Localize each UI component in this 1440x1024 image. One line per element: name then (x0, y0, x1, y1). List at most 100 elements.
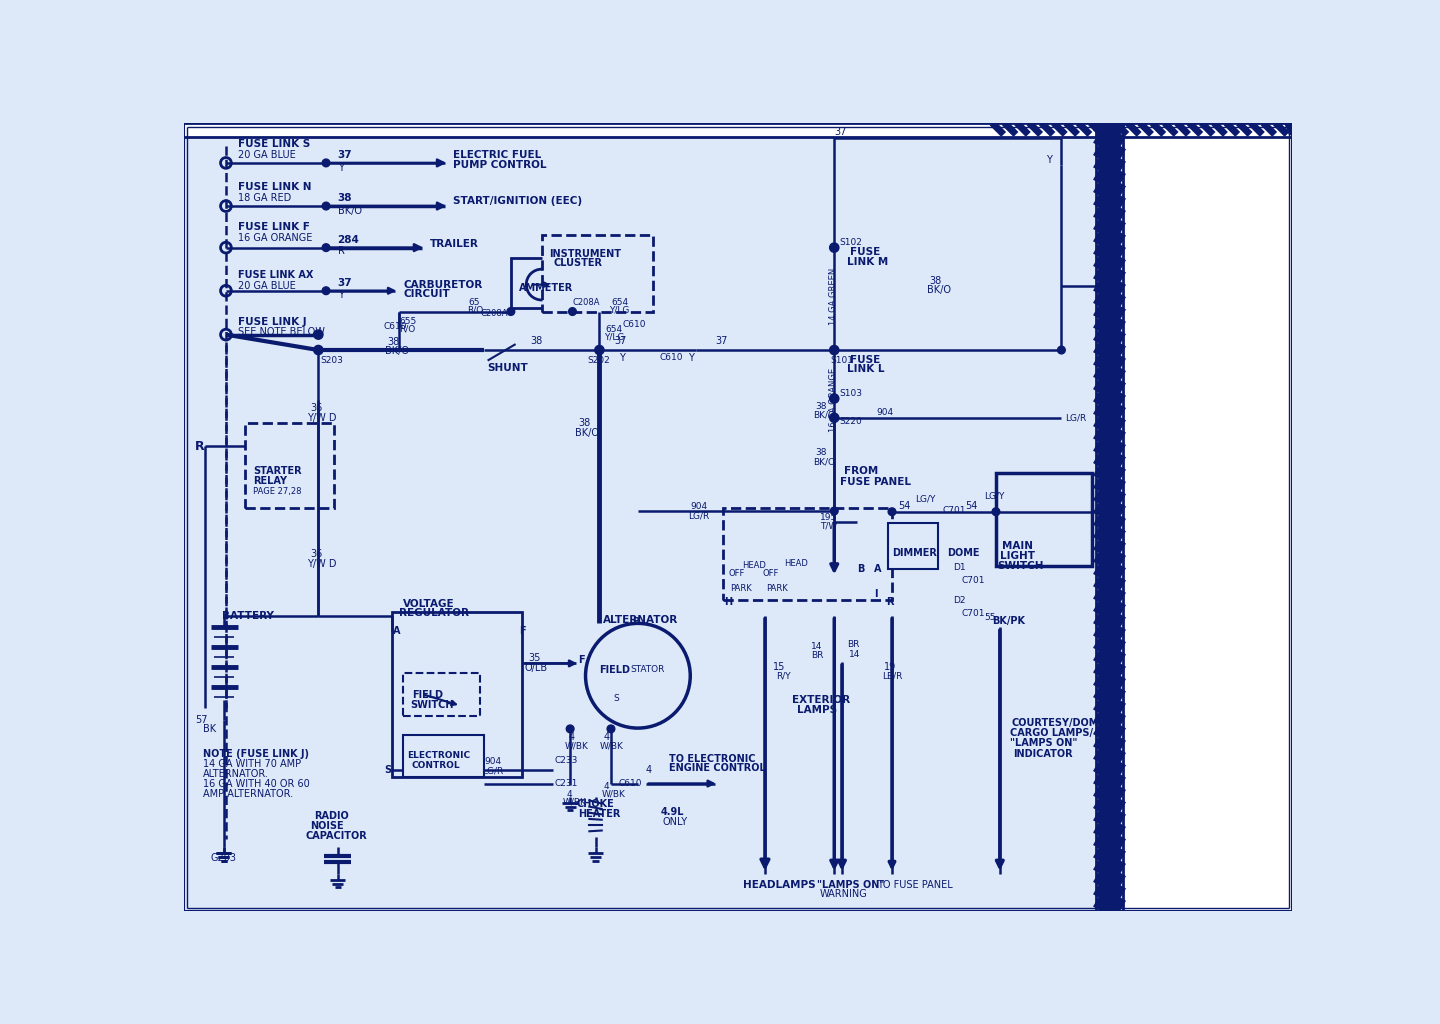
Text: 37: 37 (337, 279, 353, 288)
Text: C610: C610 (660, 353, 683, 362)
Text: W/BK: W/BK (564, 741, 589, 751)
Text: CARGO LAMPS/: CARGO LAMPS/ (1009, 728, 1093, 738)
Text: S203: S203 (321, 355, 344, 365)
Text: 16 GA WITH 40 OR 60: 16 GA WITH 40 OR 60 (203, 779, 310, 790)
Text: EXTERIOR: EXTERIOR (792, 695, 850, 706)
Circle shape (569, 307, 576, 315)
Text: FUSE LINK J: FUSE LINK J (238, 316, 307, 327)
Text: CAPACITOR: CAPACITOR (305, 830, 367, 841)
Text: CIRCUIT: CIRCUIT (403, 289, 449, 299)
Text: FIELD: FIELD (599, 665, 631, 675)
Text: WARNING: WARNING (819, 890, 867, 899)
Text: BATTERY: BATTERY (222, 610, 274, 621)
Text: H: H (724, 597, 733, 607)
Text: A: A (874, 564, 881, 574)
Text: DOME: DOME (948, 548, 981, 557)
Text: 654: 654 (611, 298, 628, 307)
Text: S: S (613, 694, 619, 703)
Circle shape (507, 307, 514, 315)
Text: CARBURETOR: CARBURETOR (403, 280, 482, 290)
Text: FIELD: FIELD (412, 690, 444, 700)
Text: RELAY: RELAY (253, 476, 287, 486)
Text: C233: C233 (554, 756, 577, 765)
Text: FUSE PANEL: FUSE PANEL (840, 477, 910, 486)
Text: CONTROL: CONTROL (412, 761, 461, 770)
Text: ALTERNATOR.: ALTERNATOR. (203, 769, 269, 779)
Text: ELECTRONIC: ELECTRONIC (408, 752, 469, 760)
Text: FUSE: FUSE (850, 247, 880, 257)
Text: SEE NOTE BELOW: SEE NOTE BELOW (238, 328, 324, 337)
Text: HEAD: HEAD (785, 559, 808, 568)
Text: Y/W D: Y/W D (307, 559, 337, 569)
Circle shape (829, 243, 840, 252)
Bar (1123, 123, 1293, 911)
Text: S103: S103 (840, 389, 863, 397)
Text: 38: 38 (815, 401, 827, 411)
Text: 36: 36 (311, 549, 323, 559)
Text: T/W: T/W (821, 522, 838, 530)
Text: 284: 284 (337, 234, 360, 245)
Text: C701: C701 (962, 609, 985, 617)
Text: R: R (337, 247, 344, 256)
Bar (184, 121, 1293, 137)
Text: Y: Y (688, 352, 694, 362)
Text: S202: S202 (588, 355, 611, 365)
Text: AMMETER: AMMETER (518, 284, 573, 294)
Text: LG/Y: LG/Y (985, 492, 1005, 500)
Circle shape (323, 287, 330, 295)
Text: HEAD: HEAD (743, 561, 766, 570)
Text: LINK L: LINK L (847, 365, 884, 375)
Circle shape (608, 725, 615, 733)
Text: D1: D1 (953, 563, 966, 572)
Text: 904: 904 (690, 502, 707, 511)
Text: LINK M: LINK M (847, 257, 888, 267)
Text: HEADLAMPS: HEADLAMPS (743, 881, 815, 890)
Circle shape (1057, 346, 1066, 354)
Text: LG/Y: LG/Y (914, 495, 936, 503)
Text: 54: 54 (965, 502, 978, 511)
Text: COURTESY/DOME: COURTESY/DOME (1011, 719, 1106, 728)
Text: FUSE LINK N: FUSE LINK N (238, 182, 311, 191)
Text: BK/O: BK/O (337, 206, 361, 216)
Text: O/LB: O/LB (524, 664, 547, 673)
Text: 37: 37 (714, 336, 727, 346)
Text: FUSE LINK AX: FUSE LINK AX (238, 270, 312, 281)
Bar (403, 735, 484, 777)
Text: STARTER: STARTER (253, 466, 301, 476)
Text: S102: S102 (840, 238, 863, 247)
Text: BK/O: BK/O (812, 457, 835, 466)
Circle shape (323, 202, 330, 210)
Text: STATOR: STATOR (631, 665, 665, 674)
Text: Y: Y (619, 352, 625, 362)
Text: ELECTRIC FUEL: ELECTRIC FUEL (454, 151, 541, 160)
Bar (996, 473, 1092, 565)
Text: R: R (196, 439, 204, 453)
Text: 20 GA BLUE: 20 GA BLUE (238, 282, 295, 291)
Text: NOTE (FUSE LINK J): NOTE (FUSE LINK J) (203, 750, 308, 759)
Text: C610: C610 (622, 321, 647, 329)
Text: INSTRUMENT: INSTRUMENT (549, 249, 621, 259)
Text: 38: 38 (577, 418, 590, 428)
Text: MAIN: MAIN (1002, 542, 1032, 551)
Text: INDICATOR: INDICATOR (1012, 749, 1073, 759)
Bar (245, 423, 334, 508)
Text: CLUSTER: CLUSTER (553, 258, 602, 268)
Text: FUSE LINK F: FUSE LINK F (238, 222, 310, 231)
Circle shape (888, 508, 896, 515)
Text: 54: 54 (899, 502, 910, 511)
Text: F: F (577, 654, 585, 665)
Text: 37: 37 (337, 151, 353, 160)
Text: G203: G203 (210, 853, 236, 863)
Text: PAGE 27,28: PAGE 27,28 (253, 487, 301, 497)
Text: FROM: FROM (844, 466, 878, 476)
Text: 195: 195 (819, 513, 837, 521)
Text: REGULATOR: REGULATOR (399, 608, 469, 618)
Text: 38: 38 (929, 275, 942, 286)
Circle shape (829, 394, 840, 403)
Text: R/Y: R/Y (776, 672, 791, 680)
Text: S101: S101 (831, 355, 854, 365)
Text: D2: D2 (953, 596, 966, 605)
Circle shape (992, 508, 999, 515)
Text: 655: 655 (399, 317, 416, 326)
Text: 904: 904 (877, 408, 894, 417)
